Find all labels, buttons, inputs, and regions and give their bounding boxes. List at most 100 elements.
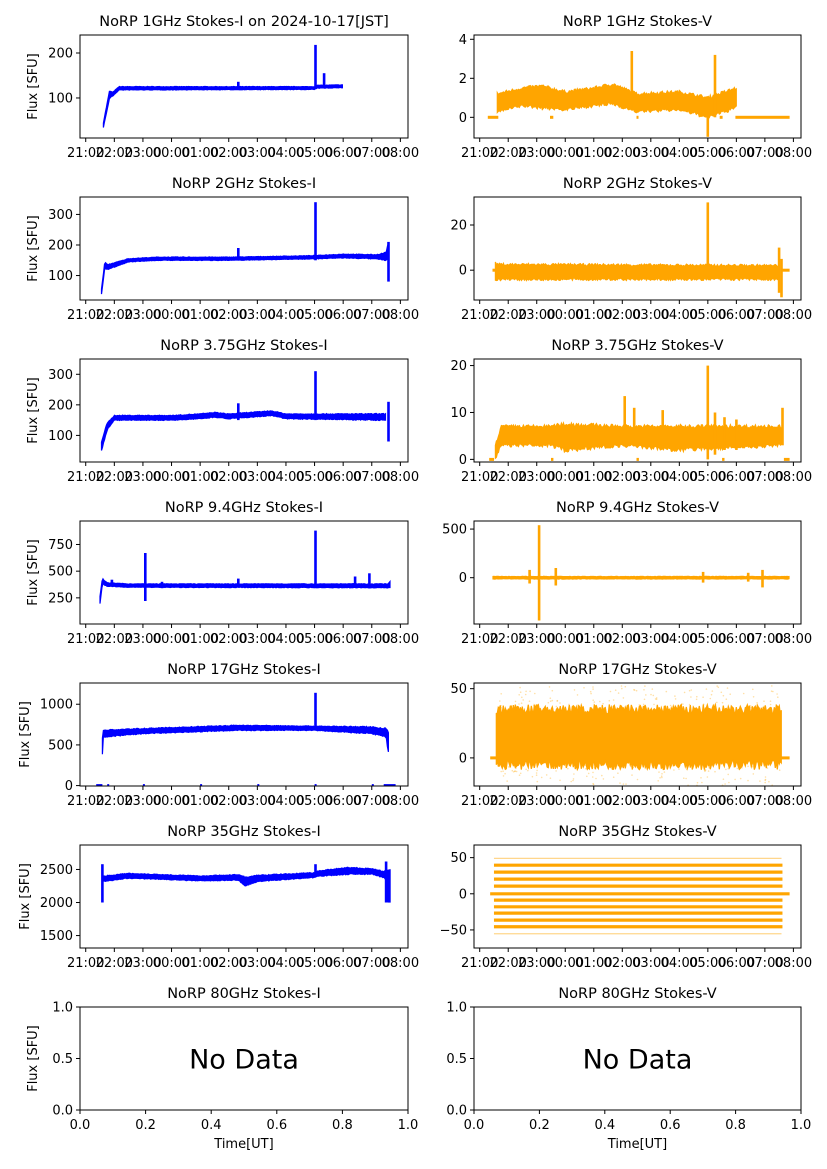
panel-13: No Data 0.0 0.2 0.4 0.6 0.8 1.0 0.0 0.5 1.0 NoRP 8… <box>446 986 811 1152</box>
data-point-outlier <box>769 700 772 702</box>
data-spike <box>314 202 317 261</box>
data-spike <box>144 553 147 601</box>
axes-frame <box>473 520 802 625</box>
data-point-outlier <box>593 766 596 769</box>
data-zero-segment <box>314 784 317 786</box>
x-tick-label: 06:00 <box>324 470 361 485</box>
data-point-outlier <box>514 770 516 772</box>
x-tick-label: 22:00 <box>96 470 133 485</box>
x-tick-label: 02:00 <box>604 146 641 161</box>
y-tick-label: 0.0 <box>52 1104 73 1119</box>
plot-area <box>101 861 391 903</box>
data-point-outlier <box>535 772 538 774</box>
data-point-outlier <box>559 779 561 782</box>
data-point-outlier <box>673 769 675 771</box>
x-tick-label: 00:00 <box>153 308 190 323</box>
x-tick-label: 06:00 <box>718 956 755 971</box>
data-point-outlier <box>752 773 755 775</box>
data-point-outlier <box>576 694 579 696</box>
x-tick-label: 03:00 <box>239 470 276 485</box>
data-point-outlier <box>549 777 552 779</box>
no-data-annotation: No Data <box>583 1045 693 1076</box>
data-point-outlier <box>708 766 710 769</box>
data-zero-segment <box>371 784 374 786</box>
data-point-outlier <box>621 687 623 690</box>
panel-9: 21:0022:0023:0000:0001:0002:0003:0004:00… <box>450 662 812 809</box>
x-tick-label: 21:00 <box>67 632 104 647</box>
x-tick-label: 03:00 <box>632 146 669 161</box>
plot-area <box>102 44 343 128</box>
data-spike <box>761 569 764 588</box>
y-tick-label: 0 <box>459 751 467 766</box>
x-tick-label: 08:00 <box>382 632 419 647</box>
data-point-outlier <box>729 693 731 695</box>
x-tick-label: 08:00 <box>775 956 812 971</box>
y-tick-label: 2500 <box>40 863 73 878</box>
data-band <box>494 421 783 460</box>
panel-title: NoRP 17GHz Stokes-V <box>558 662 716 678</box>
axes-frame <box>79 844 409 949</box>
data-point-outlier <box>617 692 620 694</box>
x-tick-label: 01:00 <box>575 956 612 971</box>
data-spike <box>314 530 317 588</box>
data-point-outlier <box>586 775 588 778</box>
data-zero-segment <box>636 457 639 461</box>
x-tick-label: 07:00 <box>353 632 390 647</box>
y-tick-label: 0.5 <box>446 1052 467 1067</box>
data-point-outlier <box>696 695 698 698</box>
data-point-outlier <box>622 697 625 699</box>
data-point-outlier <box>716 701 718 704</box>
y-tick-label: 20 <box>450 359 467 374</box>
axes-frame <box>473 844 802 949</box>
data-point-outlier <box>768 780 770 783</box>
data-point-outlier <box>644 685 646 687</box>
x-tick-label: 04:00 <box>267 956 304 971</box>
data-point-outlier <box>764 779 766 781</box>
x-tick-label: 01:00 <box>181 956 218 971</box>
x-tick-label: 05:00 <box>689 470 726 485</box>
data-point-outlier <box>741 767 743 769</box>
data-point-outlier <box>592 771 594 774</box>
data-point-outlier <box>720 691 723 694</box>
data-spike <box>237 578 240 588</box>
data-point-outlier <box>585 767 587 770</box>
data-point-outlier <box>751 765 754 768</box>
data-spike <box>706 202 710 277</box>
data-point-outlier <box>710 693 713 696</box>
x-tick-label: 02:00 <box>604 632 641 647</box>
panel-11: 21:0022:0023:0000:0001:0002:0003:0004:00… <box>440 824 813 971</box>
x-tick-label: 05:00 <box>689 632 726 647</box>
data-point-outlier <box>666 708 669 710</box>
data-point-outlier <box>595 777 597 780</box>
x-tick-label: 0.8 <box>725 1118 746 1133</box>
y-axis-label: Flux [SFU] <box>26 377 41 444</box>
data-point-outlier <box>702 703 705 705</box>
data-point-outlier <box>725 768 727 771</box>
data-zero-segment <box>490 756 497 760</box>
data-point-outlier <box>707 770 710 772</box>
x-tick-label: 07:00 <box>353 470 390 485</box>
data-point-outlier <box>528 700 531 702</box>
data-point-outlier <box>555 705 558 708</box>
data-point-outlier <box>533 764 536 767</box>
data-point-outlier <box>736 767 739 770</box>
data-point-outlier <box>594 768 597 770</box>
data-point-outlier <box>515 770 518 773</box>
data-point-outlier <box>614 689 617 691</box>
x-tick-label: 06:00 <box>718 794 755 809</box>
y-tick-label: 1500 <box>40 929 73 944</box>
data-point-outlier <box>690 764 693 767</box>
x-tick-label: 0.0 <box>70 1118 91 1133</box>
data-point-outlier <box>650 693 652 696</box>
data-point-outlier <box>631 765 633 768</box>
x-tick-label: 23:00 <box>518 308 555 323</box>
data-spike <box>314 692 317 730</box>
y-tick-label: 100 <box>48 429 73 444</box>
data-zero-segment <box>636 115 639 119</box>
panel-4: 21:0022:0023:0000:0001:0002:0003:0004:00… <box>26 338 419 485</box>
data-point-outlier <box>702 704 705 706</box>
x-tick-label: 21:00 <box>461 632 498 647</box>
data-point-outlier <box>764 778 767 781</box>
data-zero-segment <box>257 784 260 786</box>
axes-frame <box>79 196 409 301</box>
